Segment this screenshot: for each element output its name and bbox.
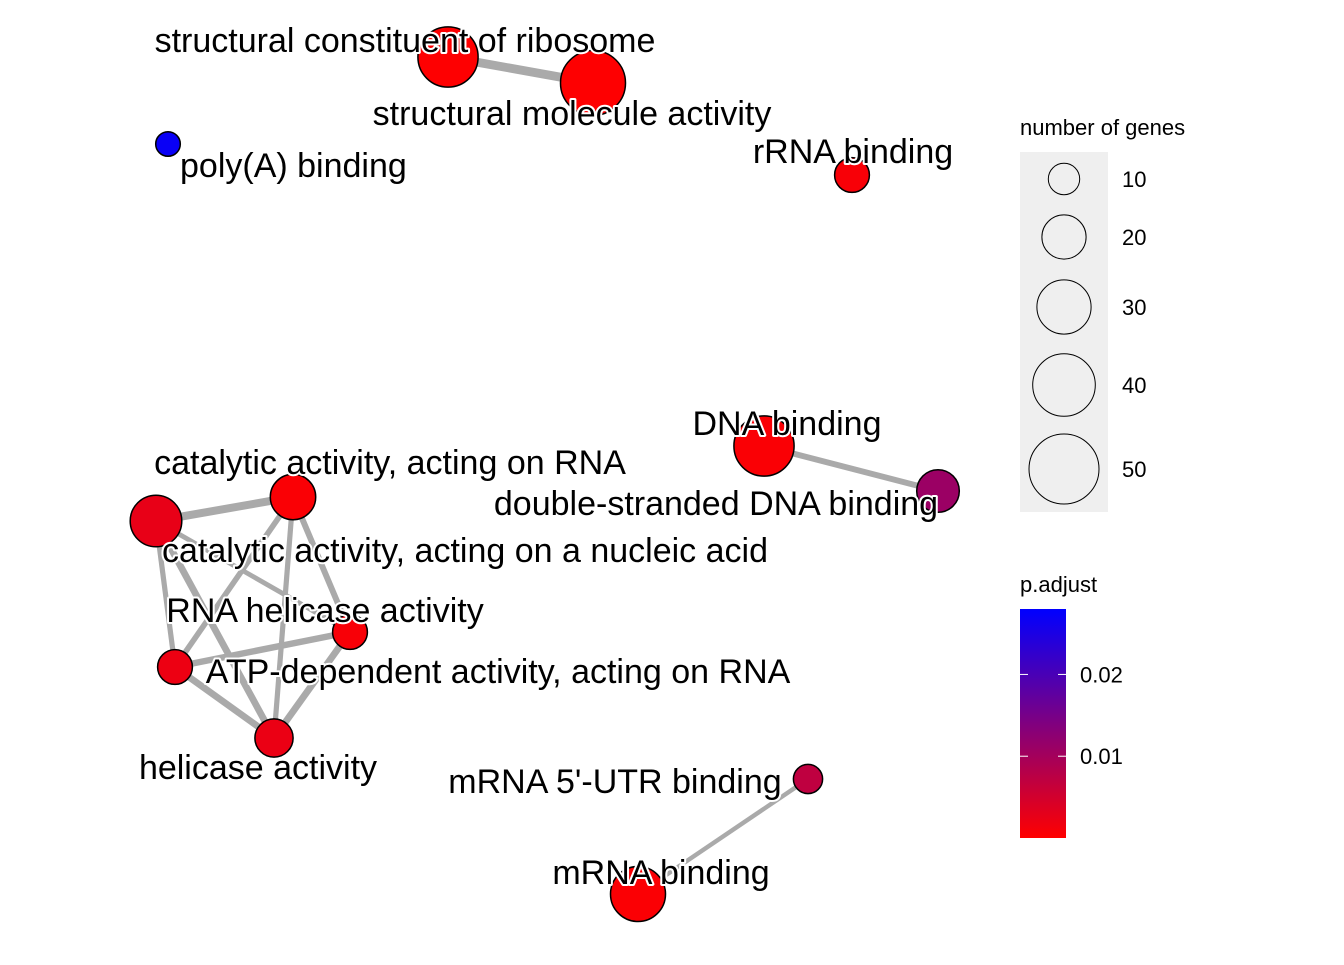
node-carna[interactable] bbox=[269, 473, 317, 521]
size-legend-label: 50 bbox=[1122, 457, 1146, 482]
color-legend-ticks: 0.01 0.02 bbox=[1020, 662, 1123, 769]
color-legend-tick-label: 0.01 bbox=[1080, 744, 1123, 769]
size-legend-circle bbox=[1047, 162, 1081, 196]
node-label-mrna: mRNA binding bbox=[552, 854, 769, 892]
node-label-carna: catalytic activity, acting on RNA bbox=[154, 444, 626, 482]
node-polya[interactable] bbox=[154, 130, 182, 158]
edge-carna-atp bbox=[172, 495, 296, 669]
size-legend-circle bbox=[1041, 214, 1087, 260]
edges-layer bbox=[153, 52, 939, 896]
size-legend-key-background bbox=[1020, 152, 1108, 512]
node-label-utr: mRNA 5'-UTR binding bbox=[448, 763, 781, 801]
size-legend: number of genes 10 20 30 40 50 bbox=[1020, 115, 1185, 512]
node-cana[interactable] bbox=[129, 494, 183, 548]
node-rnah[interactable] bbox=[331, 613, 369, 651]
size-legend-label: 40 bbox=[1122, 373, 1146, 398]
node-rrna[interactable] bbox=[833, 156, 871, 194]
edge-rnah-heli bbox=[271, 630, 353, 740]
color-legend: p.adjust 0.01 0.02 bbox=[1020, 572, 1123, 838]
size-legend-circle bbox=[1036, 279, 1092, 335]
node-label-heli: helicase activity bbox=[139, 749, 377, 787]
node-sma[interactable] bbox=[559, 49, 627, 117]
node-label-rnah: RNA helicase activity bbox=[166, 592, 483, 630]
node-dna[interactable] bbox=[733, 415, 795, 477]
node-mrna[interactable] bbox=[609, 865, 667, 923]
size-legend-label: 10 bbox=[1122, 167, 1146, 192]
node-label-dsdna: double-stranded DNA binding bbox=[494, 485, 938, 523]
edge-cana-heli bbox=[153, 519, 277, 740]
edge-carna-rnah bbox=[290, 495, 353, 634]
size-legend-items: 10 20 30 40 50 bbox=[1028, 162, 1146, 505]
size-legend-title: number of genes bbox=[1020, 115, 1185, 140]
node-label-scr: structural constituent of ribosome bbox=[155, 22, 656, 60]
size-legend-circle bbox=[1028, 433, 1100, 505]
node-label-sma: structural molecule activity bbox=[373, 95, 772, 133]
edge-rnah-atp bbox=[174, 628, 351, 671]
node-scr[interactable] bbox=[417, 26, 479, 88]
size-legend-label: 20 bbox=[1122, 225, 1146, 250]
edge-cana-rnah bbox=[154, 518, 352, 635]
node-label-dna: DNA binding bbox=[692, 405, 881, 443]
size-legend-label: 30 bbox=[1122, 295, 1146, 320]
nodes-layer bbox=[129, 26, 961, 923]
color-legend-tick-label: 0.02 bbox=[1080, 662, 1123, 687]
size-legend-circle bbox=[1032, 353, 1096, 417]
edge-carna-heli bbox=[271, 496, 296, 739]
node-heli[interactable] bbox=[254, 718, 294, 758]
color-legend-bar bbox=[1020, 609, 1066, 838]
node-dsdna[interactable] bbox=[915, 468, 961, 514]
node-label-rrna: rRNA binding bbox=[753, 133, 953, 171]
node-label-cana: catalytic activity, acting on a nucleic … bbox=[162, 532, 768, 570]
edge-atp-heli bbox=[173, 664, 276, 741]
node-utr[interactable] bbox=[792, 763, 824, 795]
node-label-atp: ATP-dependent activity, acting on RNA bbox=[206, 653, 791, 691]
labels-layer: structural constituent of ribosome struct… bbox=[137, 20, 955, 894]
edge-utr-mrna bbox=[636, 777, 810, 896]
node-atp[interactable] bbox=[156, 648, 194, 686]
color-legend-title: p.adjust bbox=[1020, 572, 1097, 597]
node-label-polya: poly(A) binding bbox=[180, 147, 407, 185]
